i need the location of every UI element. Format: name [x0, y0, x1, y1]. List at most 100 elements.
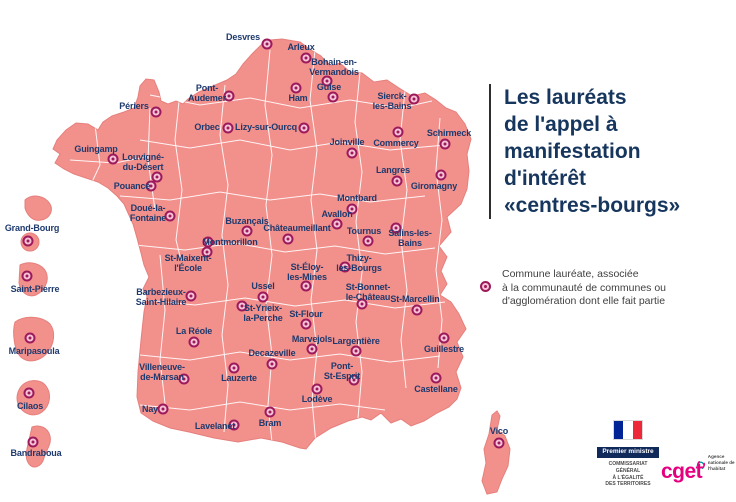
town-label: Tournus [346, 225, 382, 236]
town-label: Maripasoula [8, 345, 60, 356]
town-label: Bram [258, 417, 282, 428]
town-marker[interactable] [27, 436, 39, 448]
town-label: Cilaos [16, 400, 44, 411]
town-label: Langres [376, 164, 410, 175]
legend-marker-icon [480, 281, 491, 292]
france-flag-icon [613, 420, 643, 440]
town-marker[interactable] [21, 270, 33, 282]
town-marker[interactable] [430, 372, 442, 384]
town-marker[interactable] [228, 362, 240, 374]
town-marker[interactable] [327, 91, 339, 103]
town-label: Grand-Bourg [4, 222, 60, 233]
town-label: St-Éloy- les-Mines [287, 261, 327, 282]
town-marker[interactable] [23, 387, 35, 399]
town-marker[interactable] [311, 383, 323, 395]
town-marker[interactable] [290, 82, 302, 94]
town-marker[interactable] [157, 403, 169, 415]
town-label: St-Maixent- l'École [164, 252, 212, 273]
town-marker[interactable] [222, 122, 234, 134]
town-label: Lavelanet [194, 420, 236, 431]
town-label: Guillestre [423, 343, 465, 354]
town-marker[interactable] [362, 235, 374, 247]
town-marker[interactable] [298, 122, 310, 134]
town-marker[interactable] [392, 126, 404, 138]
town-marker[interactable] [391, 175, 403, 187]
legend-text: Commune lauréate, associée à la communau… [502, 268, 667, 308]
title-line: d'intérêt [504, 167, 587, 190]
town-marker[interactable] [493, 437, 505, 449]
town-marker[interactable] [300, 280, 312, 292]
town-label: Schirmeck [426, 127, 472, 138]
town-marker[interactable] [257, 291, 269, 303]
town-marker[interactable] [264, 406, 276, 418]
corsica-shape [481, 410, 511, 495]
town-label: St-Bonnet- le-Château [345, 281, 391, 302]
town-marker[interactable] [300, 52, 312, 64]
town-marker[interactable] [321, 75, 333, 87]
town-label: Sierck- les-Bains [372, 90, 412, 111]
title-line: de l'appel à [504, 113, 618, 136]
town-marker[interactable] [24, 332, 36, 344]
cget-logo: cget [661, 460, 703, 483]
town-marker[interactable] [145, 180, 157, 192]
town-label: Vico [489, 425, 509, 436]
town-marker[interactable] [306, 343, 318, 355]
town-label: Joinville [329, 136, 365, 147]
town-label: Barbezieux- Saint-Hilaire [135, 286, 187, 307]
town-marker[interactable] [439, 138, 451, 150]
town-marker[interactable] [178, 373, 190, 385]
town-marker[interactable] [164, 210, 176, 222]
town-marker[interactable] [228, 419, 240, 431]
town-label: Pont- Audemer [188, 82, 226, 103]
town-marker[interactable] [201, 246, 213, 258]
town-label: Arleux [287, 41, 315, 52]
town-marker[interactable] [282, 233, 294, 245]
town-marker[interactable] [408, 93, 420, 105]
town-marker[interactable] [185, 290, 197, 302]
town-marker[interactable] [151, 171, 163, 183]
town-marker[interactable] [300, 318, 312, 330]
town-label: Commercy [373, 137, 419, 148]
town-label: Largentière [332, 335, 380, 346]
town-marker[interactable] [390, 222, 402, 234]
town-marker[interactable] [188, 336, 200, 348]
town-label: Lizy-sur-Ourcq [235, 121, 297, 132]
town-label: Orbec [194, 121, 220, 132]
town-label: Montbard [337, 192, 377, 203]
town-marker[interactable] [331, 218, 343, 230]
town-label: St-Marcellin [390, 293, 440, 304]
town-marker[interactable] [241, 225, 253, 237]
town-label: Louvigné- du-Désert [122, 151, 164, 172]
town-marker[interactable] [356, 298, 368, 310]
town-label: St-Yrieix- la-Perche [243, 302, 283, 323]
town-marker[interactable] [438, 332, 450, 344]
town-marker[interactable] [223, 90, 235, 102]
town-label: Guingamp [74, 143, 118, 154]
town-label: Decazeville [248, 347, 296, 358]
town-marker[interactable] [107, 153, 119, 165]
town-label: St-Flour [289, 308, 323, 319]
town-label: Châteaumeillant [263, 222, 331, 233]
town-marker[interactable] [350, 345, 362, 357]
town-marker[interactable] [150, 106, 162, 118]
town-label: Pouancé [113, 180, 151, 191]
town-marker[interactable] [339, 261, 351, 273]
town-marker[interactable] [22, 235, 34, 247]
town-marker[interactable] [261, 38, 273, 50]
town-label: Salins-les- Bains [388, 227, 432, 248]
town-label: Avallon [321, 208, 353, 219]
town-marker[interactable] [266, 358, 278, 370]
town-label: Nay [141, 403, 159, 414]
town-label: Lodève [301, 393, 333, 404]
town-marker[interactable] [411, 304, 423, 316]
town-marker[interactable] [346, 203, 358, 215]
town-marker[interactable] [348, 374, 360, 386]
cget-caption: COMMISSARIAT GÉNÉRAL À L'ÉGALITÉ DES TER… [605, 461, 651, 488]
town-marker[interactable] [435, 169, 447, 181]
anah-label: Agence nationale de l'habitat [707, 454, 735, 472]
legend: Commune lauréate, associée à la communau… [480, 268, 720, 309]
town-marker[interactable] [236, 300, 248, 312]
town-marker[interactable] [346, 147, 358, 159]
